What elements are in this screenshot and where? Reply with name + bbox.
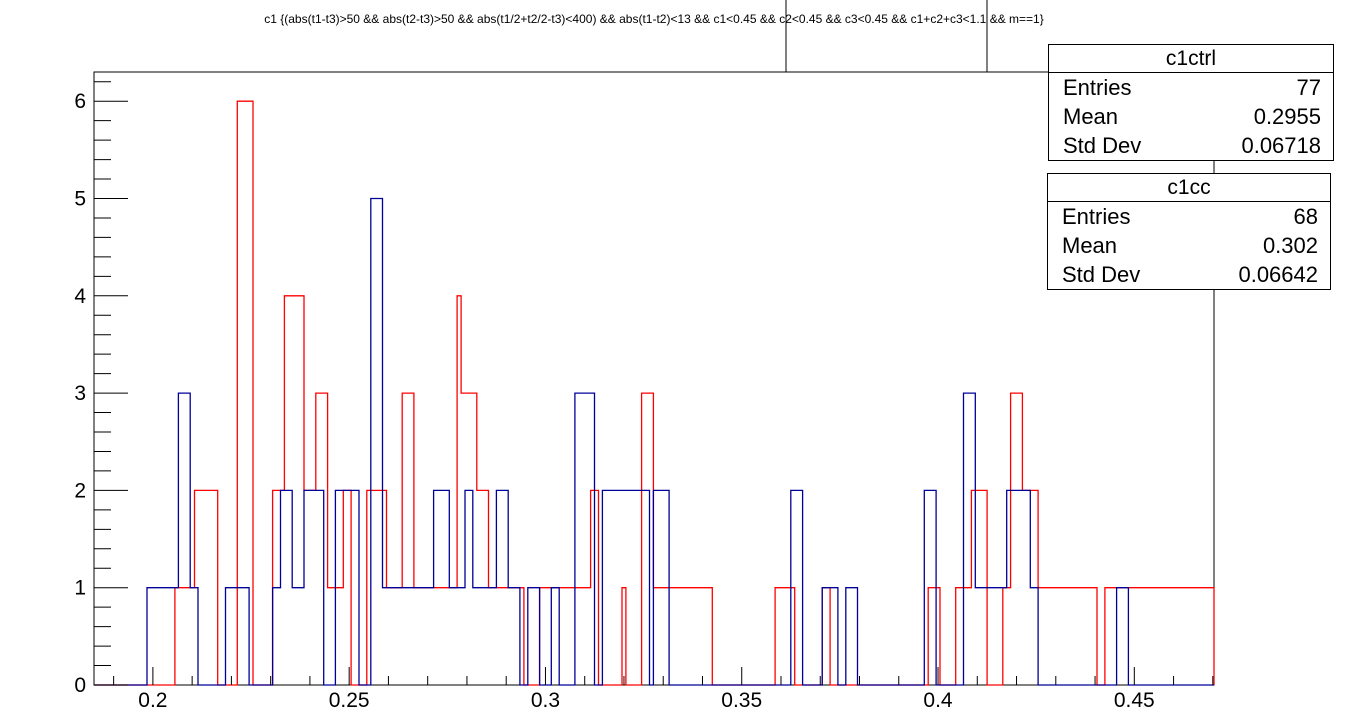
stats-label: Entries [1062, 204, 1131, 229]
y-tick-label: 3 [74, 382, 86, 405]
stats-value: 68 [1293, 204, 1318, 229]
stats-row-mean: Mean 0.2955 [1049, 102, 1333, 131]
stats-value: 77 [1296, 75, 1321, 100]
y-tick-label: 1 [74, 577, 86, 600]
stats-row-entries: Entries 68 [1048, 202, 1330, 231]
stats-box-c1cc: c1cc Entries 68 Mean 0.302 Std Dev 0.066… [1047, 173, 1331, 290]
x-tick-label: 0.35 [721, 689, 762, 709]
stats-label: Mean [1063, 104, 1119, 129]
y-tick-label: 6 [74, 90, 86, 113]
y-tick-label: 0 [74, 674, 86, 697]
y-tick-label: 5 [74, 187, 86, 210]
x-tick-label: 0.4 [923, 689, 953, 709]
stats-box-c1ctrl: c1ctrl Entries 77 Mean 0.2955 Std Dev 0.… [1048, 44, 1334, 161]
x-tick-label: 0.2 [138, 689, 167, 709]
stats-box-title: c1cc [1048, 174, 1330, 202]
stats-value: 0.2955 [1253, 104, 1321, 129]
x-tick-label: 0.45 [1114, 689, 1155, 709]
stats-label: Std Dev [1063, 133, 1142, 158]
stats-label: Std Dev [1062, 262, 1141, 287]
stats-value: 0.302 [1262, 233, 1318, 258]
chart-title: c1 {(abs(t1-t3)>50 && abs(t2-t3)>50 && a… [264, 12, 1044, 26]
stats-box-title: c1ctrl [1049, 45, 1333, 73]
y-tick-label: 4 [74, 285, 86, 308]
stats-value: 0.06718 [1241, 133, 1321, 158]
stats-row-mean: Mean 0.302 [1048, 231, 1330, 260]
stats-row-entries: Entries 77 [1049, 73, 1333, 102]
stats-value: 0.06642 [1238, 262, 1318, 287]
y-tick-label: 2 [74, 479, 86, 502]
stats-label: Mean [1062, 233, 1118, 258]
x-tick-label: 0.25 [329, 689, 370, 709]
stats-row-stddev: Std Dev 0.06718 [1049, 131, 1333, 160]
x-tick-label: 0.3 [531, 689, 560, 709]
stats-label: Entries [1063, 75, 1132, 100]
stats-row-stddev: Std Dev 0.06642 [1048, 260, 1330, 289]
